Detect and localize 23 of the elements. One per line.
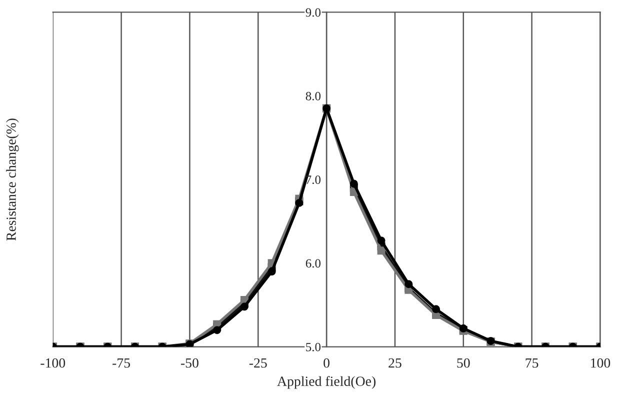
y-tick-label: 9.0 — [306, 8, 321, 17]
y-tick-label: 8.0 — [306, 92, 321, 100]
point — [350, 180, 358, 188]
x-tick-label: 25 — [388, 358, 402, 368]
x-tick-label: 0 — [324, 358, 330, 368]
y-axis-title: Resistance change(%) — [6, 118, 19, 241]
y-tick-label: 6.0 — [306, 259, 321, 268]
x-tick-label: 75 — [526, 358, 538, 368]
x-tick-label: -50 — [180, 358, 198, 368]
x-tick-label: -25 — [249, 358, 267, 368]
point — [377, 236, 386, 245]
point — [377, 246, 386, 255]
point — [432, 305, 440, 314]
x-tick-label: -100 — [40, 358, 66, 368]
point — [213, 326, 222, 334]
y-tick-label: 5.0 — [306, 342, 321, 352]
point — [240, 302, 248, 311]
x-axis-title: Applied field(Oe) — [277, 376, 376, 389]
point — [404, 280, 413, 288]
x-tick-label: -75 — [112, 358, 130, 368]
x-tick-label: 50 — [457, 358, 470, 368]
x-tick-label: 100 — [591, 358, 610, 368]
point — [268, 268, 276, 276]
